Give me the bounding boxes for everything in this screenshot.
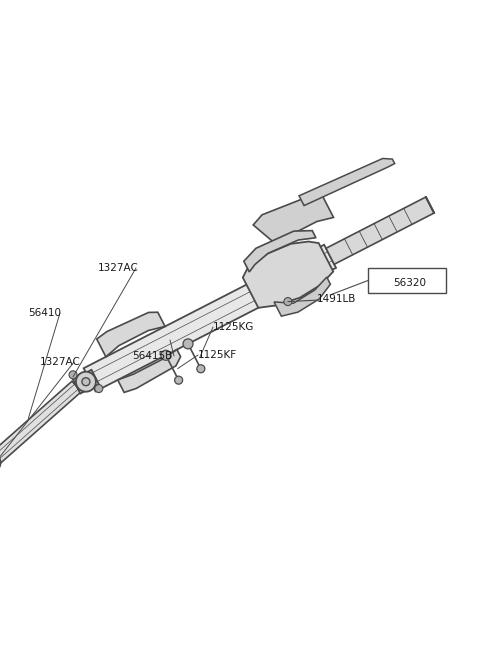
Polygon shape [243, 242, 333, 308]
Polygon shape [274, 277, 330, 316]
Circle shape [76, 371, 96, 392]
Text: 1327AC: 1327AC [98, 263, 139, 273]
Polygon shape [118, 350, 180, 392]
Polygon shape [73, 370, 99, 394]
Circle shape [95, 384, 103, 392]
Text: 1327AC: 1327AC [40, 357, 81, 367]
Circle shape [82, 378, 90, 386]
Text: 56415B: 56415B [132, 351, 172, 361]
Polygon shape [84, 245, 336, 392]
Polygon shape [244, 231, 316, 272]
Circle shape [284, 297, 292, 306]
Text: 1491LB: 1491LB [317, 294, 356, 304]
Text: 56320: 56320 [393, 278, 426, 288]
Circle shape [69, 371, 77, 379]
Text: 1125KG: 1125KG [213, 322, 254, 332]
Circle shape [175, 376, 182, 384]
Polygon shape [326, 197, 434, 265]
Polygon shape [299, 159, 395, 206]
Circle shape [183, 339, 193, 349]
Text: 56410: 56410 [28, 308, 61, 318]
Circle shape [197, 365, 205, 373]
Polygon shape [0, 381, 81, 468]
Bar [368, 268, 446, 293]
Polygon shape [253, 195, 334, 246]
Circle shape [161, 350, 171, 360]
Polygon shape [97, 312, 165, 357]
Text: 1125KF: 1125KF [198, 350, 237, 360]
